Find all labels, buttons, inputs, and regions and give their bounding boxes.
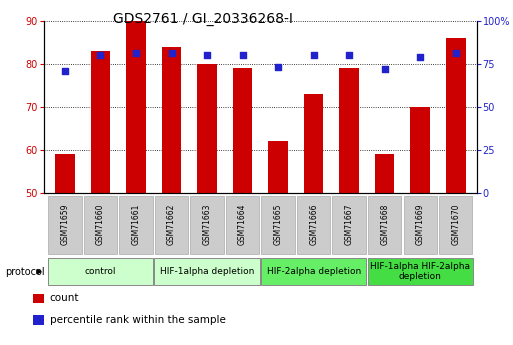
- Text: protocol: protocol: [5, 267, 45, 277]
- Bar: [368, 196, 401, 254]
- Text: count: count: [50, 294, 80, 304]
- Bar: [33, 294, 44, 303]
- Bar: [304, 94, 323, 193]
- Text: GSM71670: GSM71670: [451, 203, 460, 245]
- Bar: [268, 141, 288, 193]
- Point: [274, 65, 282, 70]
- Bar: [261, 258, 366, 285]
- Point: [416, 54, 424, 60]
- Bar: [340, 68, 359, 193]
- Text: GSM71659: GSM71659: [61, 203, 69, 245]
- Point: [309, 52, 318, 58]
- Bar: [48, 196, 82, 254]
- Text: percentile rank within the sample: percentile rank within the sample: [50, 315, 226, 325]
- Text: GSM71664: GSM71664: [238, 203, 247, 245]
- Bar: [91, 51, 110, 193]
- Text: GSM71660: GSM71660: [96, 203, 105, 245]
- Point: [345, 52, 353, 58]
- Text: GSM71666: GSM71666: [309, 203, 318, 245]
- Bar: [55, 155, 75, 193]
- Bar: [297, 196, 330, 254]
- Text: GSM71665: GSM71665: [273, 203, 283, 245]
- Text: GSM71663: GSM71663: [203, 203, 211, 245]
- Bar: [120, 196, 153, 254]
- Point: [451, 51, 460, 56]
- Bar: [126, 21, 146, 193]
- Text: GSM71668: GSM71668: [380, 203, 389, 245]
- Bar: [375, 155, 394, 193]
- Point: [96, 52, 105, 58]
- Text: GSM71661: GSM71661: [131, 203, 141, 245]
- Bar: [154, 258, 260, 285]
- Bar: [33, 315, 44, 325]
- Point: [203, 52, 211, 58]
- Bar: [404, 196, 437, 254]
- Bar: [332, 196, 366, 254]
- Bar: [262, 196, 295, 254]
- Point: [61, 68, 69, 73]
- Bar: [439, 196, 472, 254]
- Bar: [233, 68, 252, 193]
- Text: GSM71667: GSM71667: [345, 203, 353, 245]
- Text: HIF-1alpha HIF-2alpha
depletion: HIF-1alpha HIF-2alpha depletion: [370, 262, 470, 282]
- Bar: [226, 196, 259, 254]
- Text: control: control: [85, 267, 116, 276]
- Text: HIF-1alpha depletion: HIF-1alpha depletion: [160, 267, 254, 276]
- Bar: [84, 196, 117, 254]
- Text: GSM71662: GSM71662: [167, 203, 176, 245]
- Point: [167, 51, 175, 56]
- Text: HIF-2alpha depletion: HIF-2alpha depletion: [267, 267, 361, 276]
- Bar: [48, 258, 153, 285]
- Bar: [446, 38, 465, 193]
- Bar: [410, 107, 430, 193]
- Point: [381, 66, 389, 72]
- Bar: [155, 196, 188, 254]
- Bar: [198, 64, 217, 193]
- Text: GSM71669: GSM71669: [416, 203, 425, 245]
- Bar: [162, 47, 181, 193]
- Point: [239, 52, 247, 58]
- Text: GDS2761 / GI_20336268-I: GDS2761 / GI_20336268-I: [113, 12, 293, 26]
- Point: [132, 51, 140, 56]
- Bar: [368, 258, 473, 285]
- Bar: [190, 196, 224, 254]
